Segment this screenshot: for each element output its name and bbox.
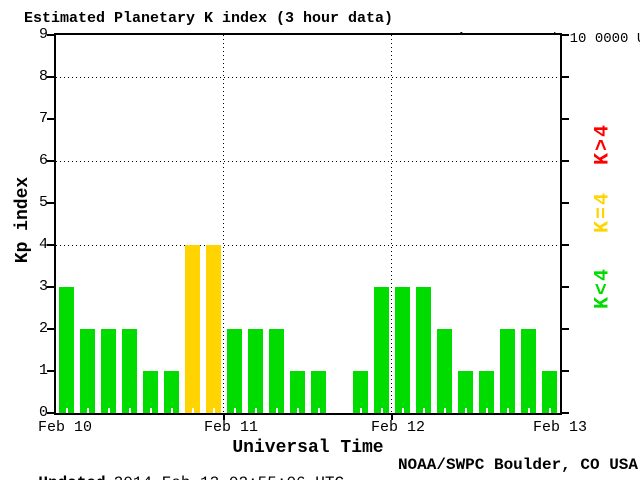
axis-minor-tick <box>233 408 236 413</box>
legend-k-eq-4: K=4 <box>591 190 615 234</box>
axis-minor-tick <box>212 408 215 413</box>
y-tick-label-4: 4 <box>38 236 48 253</box>
gridline-feb-12 <box>391 35 392 413</box>
kp-bar <box>290 371 305 413</box>
y-tick-label-9: 9 <box>38 26 48 43</box>
kp-bar <box>80 329 95 413</box>
axis-minor-tick <box>191 408 194 413</box>
axis-minor-tick <box>359 408 362 413</box>
kp-bar <box>269 329 284 413</box>
y-tick-label-6: 6 <box>38 152 48 169</box>
plot-area <box>54 33 562 415</box>
axis-minor-tick <box>128 408 131 413</box>
axis-minor-tick <box>254 408 257 413</box>
axis-minor-tick <box>401 408 404 413</box>
axis-minor-tick <box>548 408 551 413</box>
y-tick-right <box>562 328 569 330</box>
axis-minor-tick <box>506 408 509 413</box>
y-tick-left <box>47 412 54 414</box>
y-tick-left <box>47 370 54 372</box>
y-tick-label-3: 3 <box>38 278 48 295</box>
kp-bar <box>311 371 326 413</box>
y-tick-label-7: 7 <box>38 110 48 127</box>
y-tick-label-1: 1 <box>38 362 48 379</box>
y-tick-label-5: 5 <box>38 194 48 211</box>
y-tick-right <box>562 286 569 288</box>
axis-minor-tick <box>65 408 68 413</box>
axis-minor-tick <box>317 408 320 413</box>
y-tick-label-2: 2 <box>38 320 48 337</box>
y-tick-left <box>47 160 54 162</box>
y-tick-left <box>47 34 54 36</box>
kp-bar <box>521 329 536 413</box>
chart-title: Estimated Planetary K index (3 hour data… <box>24 10 394 27</box>
y-tick-right <box>562 370 569 372</box>
y-tick-left <box>47 202 54 204</box>
axis-minor-tick <box>485 408 488 413</box>
x-day-tick <box>223 415 225 420</box>
axis-minor-tick <box>275 408 278 413</box>
kp-bar <box>416 287 431 413</box>
kp-bar <box>206 245 221 413</box>
y-tick-left <box>47 118 54 120</box>
x-day-tick <box>391 415 393 420</box>
y-tick-right <box>562 76 569 78</box>
updated-value: 2014 Feb 13 02:55:06 UTC <box>114 474 344 480</box>
kp-bar <box>374 287 389 413</box>
y-axis-title: Kp index <box>13 176 33 264</box>
y-tick-label-8: 8 <box>38 68 48 85</box>
kp-bar <box>59 287 74 413</box>
kp-bar <box>458 371 473 413</box>
axis-minor-tick <box>149 408 152 413</box>
y-tick-right <box>562 244 569 246</box>
kp-bar <box>185 245 200 413</box>
axis-minor-tick <box>464 408 467 413</box>
axis-minor-tick <box>422 408 425 413</box>
gridline-kp-8 <box>56 77 560 78</box>
kp-bar <box>353 371 368 413</box>
kp-bar <box>164 371 179 413</box>
x-day-label-feb-12: Feb 12 <box>370 419 425 436</box>
kp-bar <box>143 371 158 413</box>
y-tick-left <box>47 286 54 288</box>
gridline-kp-6 <box>56 161 560 162</box>
gridline-kp-4 <box>56 245 560 246</box>
kp-bar <box>395 287 410 413</box>
axis-minor-tick <box>170 408 173 413</box>
x-day-label-feb-10: Feb 10 <box>37 419 92 436</box>
y-tick-left <box>47 244 54 246</box>
x-day-label-feb-11: Feb 11 <box>203 419 258 436</box>
axis-minor-tick <box>86 408 89 413</box>
kp-bar <box>122 329 137 413</box>
axis-minor-tick <box>107 408 110 413</box>
updated-label: Updated <box>38 474 105 480</box>
kp-bar <box>227 329 242 413</box>
y-tick-right <box>562 160 569 162</box>
y-tick-left <box>47 328 54 330</box>
kp-bar <box>500 329 515 413</box>
kp-bar <box>437 329 452 413</box>
kp-bar <box>542 371 557 413</box>
axis-minor-tick <box>527 408 530 413</box>
axis-minor-tick <box>296 408 299 413</box>
y-tick-right <box>562 412 569 414</box>
legend-k-lt-4: K<4 <box>591 266 615 310</box>
updated-timestamp: Updated 2014 Feb 13 02:55:06 UTC <box>0 456 344 480</box>
kp-bar <box>479 371 494 413</box>
axis-minor-tick <box>380 408 383 413</box>
y-tick-label-0: 0 <box>38 404 48 421</box>
x-axis-title: Universal Time <box>232 438 384 458</box>
x-day-label-feb-13: Feb 13 <box>532 419 587 436</box>
y-tick-right <box>562 118 569 120</box>
kp-bar <box>101 329 116 413</box>
legend-k-gt-4: K>4 <box>591 122 615 166</box>
kp-bar <box>248 329 263 413</box>
y-tick-right <box>562 202 569 204</box>
gridline-feb-11 <box>223 35 224 413</box>
y-tick-right <box>562 34 569 36</box>
credit-text: NOAA/SWPC Boulder, CO USA <box>397 456 638 474</box>
y-tick-left <box>47 76 54 78</box>
axis-minor-tick <box>443 408 446 413</box>
